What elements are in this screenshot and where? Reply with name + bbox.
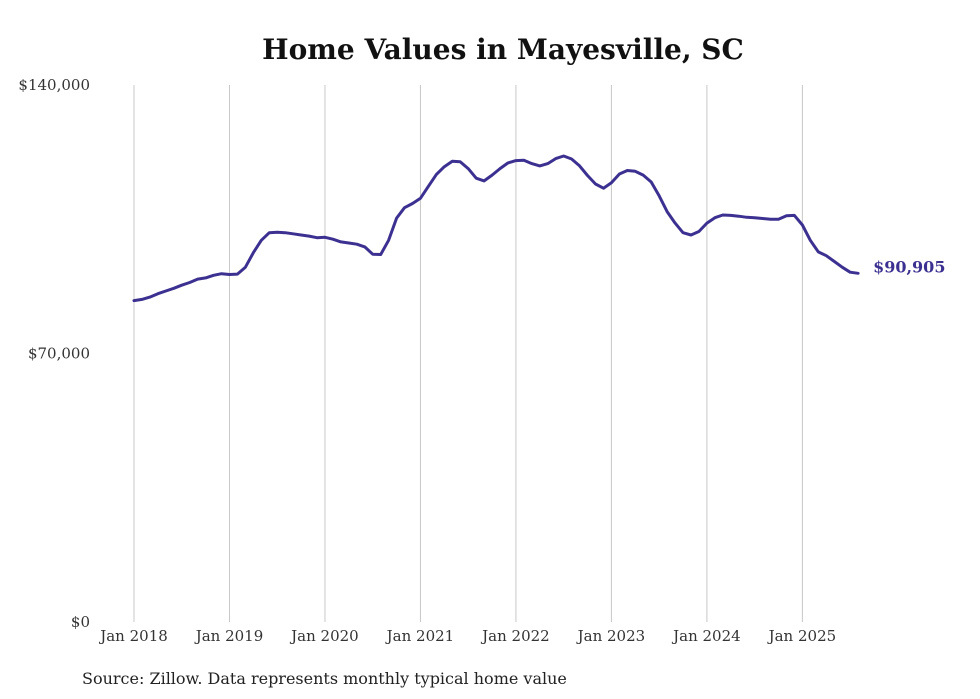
data-labels: $90,905	[873, 257, 945, 276]
y-tick-label: $70,000	[28, 345, 90, 363]
chart-title: Home Values in Mayesville, SC	[262, 33, 744, 66]
x-tick-label: Jan 2021	[385, 627, 455, 645]
x-tick-label: Jan 2025	[767, 627, 837, 645]
end-value-label: $90,905	[873, 257, 945, 276]
series-lines	[132, 154, 860, 303]
y-tick-label: $0	[71, 613, 90, 631]
y-tick-label: $140,000	[18, 76, 90, 94]
x-tick-label: Jan 2020	[289, 627, 359, 645]
x-tick-label: Jan 2018	[98, 627, 168, 645]
x-tick-label: Jan 2019	[194, 627, 264, 645]
x-tick-label: Jan 2024	[671, 627, 741, 645]
gridlines	[133, 85, 803, 622]
x-tick-label: Jan 2023	[576, 627, 646, 645]
x-tick-label: Jan 2022	[480, 627, 550, 645]
y-axis-tick-labels: $0 $70,000 $140,000	[18, 76, 90, 631]
x-axis-tick-labels: Jan 2018 Jan 2019 Jan 2020 Jan 2021 Jan 2022…	[98, 627, 836, 645]
source-note: Source: Zillow. Data represents monthly …	[82, 669, 567, 688]
series-line	[132, 154, 860, 303]
